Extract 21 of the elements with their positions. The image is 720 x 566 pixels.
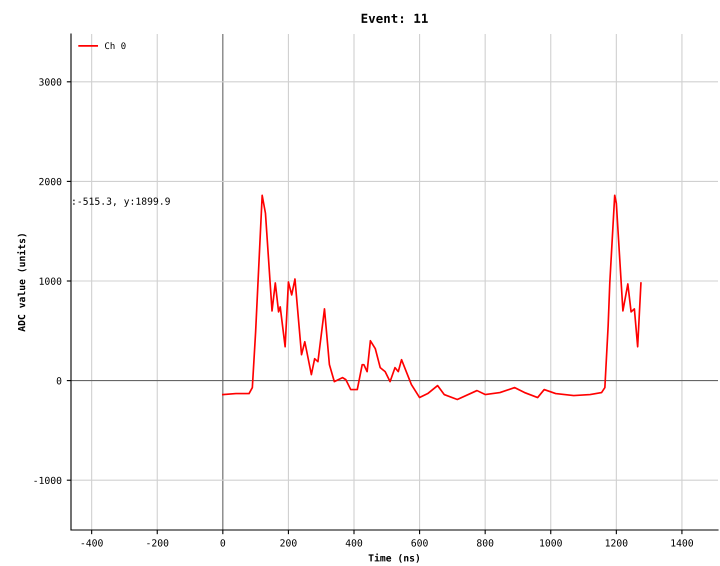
x-tick-label: -400 <box>82 539 103 547</box>
annotation: :-515.3, y:1899.9 <box>73 197 170 207</box>
x-tick-label: 400 <box>346 539 362 547</box>
y-tick-label: 2000 <box>39 178 62 186</box>
x-tick-label: 0 <box>220 539 226 547</box>
y-axis-title: ADC value (units) <box>17 234 26 332</box>
line-series <box>222 194 642 400</box>
x-tick-label: 200 <box>280 539 297 547</box>
x-axis-title: Time (ns) <box>368 554 420 563</box>
x-tick-label: 800 <box>477 539 494 547</box>
x-tick-label: 1200 <box>606 539 628 547</box>
y-tick-label: 1000 <box>40 278 62 285</box>
chart-title: Event: 11 <box>362 14 428 24</box>
y-tick-label: 0 <box>56 377 62 384</box>
x-tick-label: 1400 <box>671 539 694 547</box>
x-tick-label: 1000 <box>540 539 562 547</box>
x-tick-label: -200 <box>147 539 168 547</box>
x-tick-label: 600 <box>411 539 428 547</box>
legend-label: Ch 0 <box>105 42 126 50</box>
y-tick-label: -1000 <box>34 476 62 484</box>
y-tick-label: 3000 <box>39 78 62 86</box>
